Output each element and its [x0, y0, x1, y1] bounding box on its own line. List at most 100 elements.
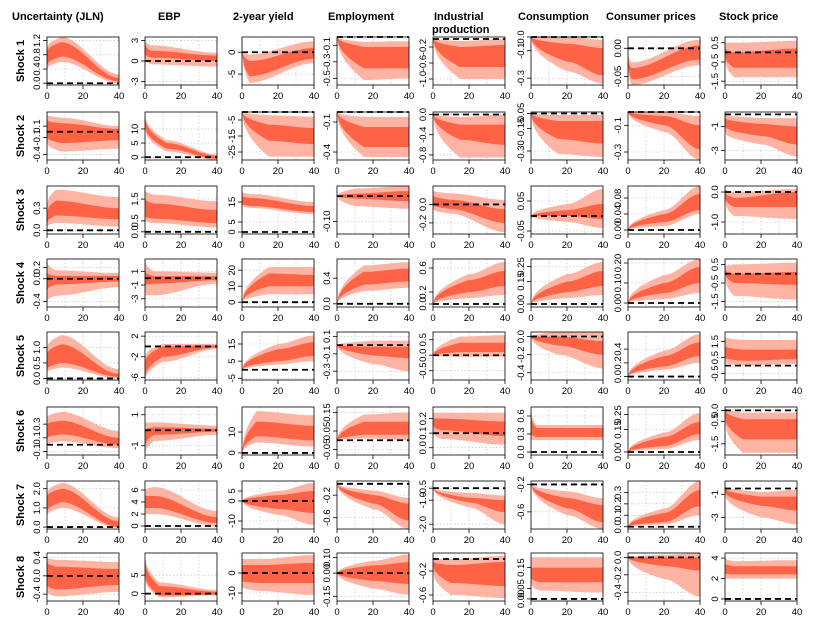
y-tick-label: 0 — [130, 523, 141, 528]
x-tick-label: 0 — [528, 91, 533, 102]
x-tick-label: 0 — [142, 91, 147, 102]
column-title-2-year-yield: 2-year yield — [233, 11, 294, 23]
x-tick-label: 40 — [500, 240, 511, 251]
y-tick-label: -0.5 — [710, 275, 721, 291]
column-title-employment: Employment — [328, 11, 394, 23]
panel-shock-7-uncertainty-jln: 0.0 1.0 2.0 0 20 40 — [32, 480, 124, 546]
row-label-shock-8: Shock 8 — [15, 556, 27, 598]
panel-shock-3-consumer-prices: 0.000.040.08 0 20 40 — [613, 185, 705, 251]
x-tick-label: 0 — [430, 607, 435, 618]
x-tick-label: 20 — [368, 313, 379, 324]
y-tick-label: 0.0 — [516, 330, 527, 343]
y-tick-label: 0.5 — [130, 214, 141, 227]
y-tick-label: 0.00 — [516, 295, 527, 314]
y-tick-label: -5 — [227, 116, 238, 124]
y-tick-label: 1.0 — [32, 341, 43, 354]
inner-band — [725, 410, 797, 440]
y-tick-label: -5 — [227, 374, 238, 382]
panel-shock-8-employment: -0.15 0.000.10 0 20 40 — [322, 548, 414, 618]
x-tick-label: 0 — [239, 313, 244, 324]
y-tick-label: -0.2 — [322, 487, 333, 503]
inner-band — [628, 194, 700, 230]
panel-shock-1-uncertainty-jln: 0.0 0.40.81.2 0 20 40 — [32, 34, 124, 102]
y-tick-label: 0.0 — [418, 441, 429, 454]
inner-band — [725, 48, 797, 68]
x-tick-label: 0 — [334, 386, 339, 397]
panel-shock-8-uncertainty-jln: -0.4 0.0 0.4 0 20 40 — [32, 551, 124, 618]
y-tick-label: 4 — [130, 499, 141, 504]
x-tick-label: 40 — [500, 607, 511, 618]
inner-band — [725, 192, 797, 207]
x-tick-label: 20 — [659, 535, 670, 546]
inner-band — [628, 557, 700, 571]
x-tick-label: 0 — [142, 535, 147, 546]
x-tick-label: 0 — [239, 535, 244, 546]
x-tick-label: 20 — [659, 313, 670, 324]
y-tick-label: 1 — [130, 269, 141, 274]
panel-shock-4-stock-price: -1.5 -0.5 0.5 0 20 40 — [710, 258, 802, 324]
y-tick-label: -0.4 — [32, 586, 43, 602]
outer-band — [531, 189, 603, 228]
y-tick-label: -25 — [227, 145, 238, 159]
y-tick-label: 0.8 — [32, 48, 43, 61]
x-tick-label: 40 — [114, 313, 125, 324]
inner-band — [433, 562, 505, 586]
x-tick-label: 0 — [430, 166, 435, 177]
x-tick-label: 20 — [273, 607, 284, 618]
column-title-uncertainty-jln: Uncertainty (JLN) — [12, 11, 104, 23]
y-tick-label: 0 — [130, 58, 141, 63]
y-tick-label: -0.5 — [418, 363, 429, 379]
inner-band — [242, 273, 314, 303]
y-tick-label: 0.0 — [613, 551, 624, 564]
y-tick-label: -1.0 — [710, 214, 721, 230]
panel-shock-5-consumption: -0.4 -0.2 0.0 0 20 40 — [516, 330, 608, 397]
y-tick-label: 0.15 — [613, 420, 624, 439]
y-tick-label: 0.10 — [613, 274, 624, 293]
panel-shock-5-employment: -0.3-0.1 0.1 0 20 40 — [322, 330, 414, 397]
inner-band — [145, 43, 217, 61]
inner-band — [628, 112, 700, 150]
y-tick-label: -0.6 — [322, 510, 333, 526]
y-tick-label: 0.2 — [418, 285, 429, 298]
panel-shock-7-employment: -0.6 -0.2 0 20 40 — [322, 480, 414, 546]
y-tick-label: -0.5 — [322, 70, 333, 86]
x-tick-label: 40 — [598, 607, 609, 618]
inner-band — [47, 42, 119, 82]
x-tick-label: 20 — [464, 607, 475, 618]
x-tick-label: 20 — [368, 240, 379, 251]
y-tick-label: 0.4 — [32, 62, 43, 75]
y-tick-label: 0.05 — [322, 422, 333, 441]
panel-shock-5-ebp: -6-220 20 40 — [130, 331, 222, 397]
x-tick-label: 20 — [464, 166, 475, 177]
x-tick-label: 20 — [78, 386, 89, 397]
y-tick-label: -0.3 — [322, 363, 333, 379]
y-tick-label: 0.0 — [322, 297, 333, 310]
y-tick-label: 0 — [710, 596, 721, 601]
panel-shock-6-consumption: 0.0 0.3 0.6 0 20 40 — [516, 406, 608, 472]
x-tick-label: 40 — [695, 166, 706, 177]
panel-shock-4-industrial-production: 0.00.2 0.6 0 20 40 — [418, 258, 510, 324]
x-tick-label: 40 — [500, 91, 511, 102]
y-tick-label: -0.15 — [322, 586, 333, 608]
inner-band — [531, 113, 603, 144]
x-tick-label: 20 — [464, 386, 475, 397]
y-tick-label: 1.0 — [32, 501, 43, 514]
y-tick-label: 0.3 — [32, 418, 43, 431]
x-tick-label: 40 — [792, 386, 803, 397]
inner-band — [531, 37, 603, 76]
y-tick-label: -1.5 — [710, 73, 721, 89]
inner-band — [628, 490, 700, 527]
row-label-shock-5: Shock 5 — [15, 335, 27, 377]
inner-band — [337, 345, 409, 359]
x-tick-label: 20 — [756, 607, 767, 618]
y-tick-label: 0.0 — [710, 404, 721, 417]
x-tick-label: 0 — [142, 313, 147, 324]
y-tick-label: 1.5 — [130, 192, 141, 205]
y-tick-label: -3 — [710, 513, 721, 521]
inner-band — [47, 273, 119, 291]
y-tick-label: 1.2 — [32, 34, 43, 47]
x-tick-label: 40 — [598, 166, 609, 177]
y-tick-label: -0.3 — [516, 70, 527, 86]
x-tick-label: 0 — [528, 535, 533, 546]
